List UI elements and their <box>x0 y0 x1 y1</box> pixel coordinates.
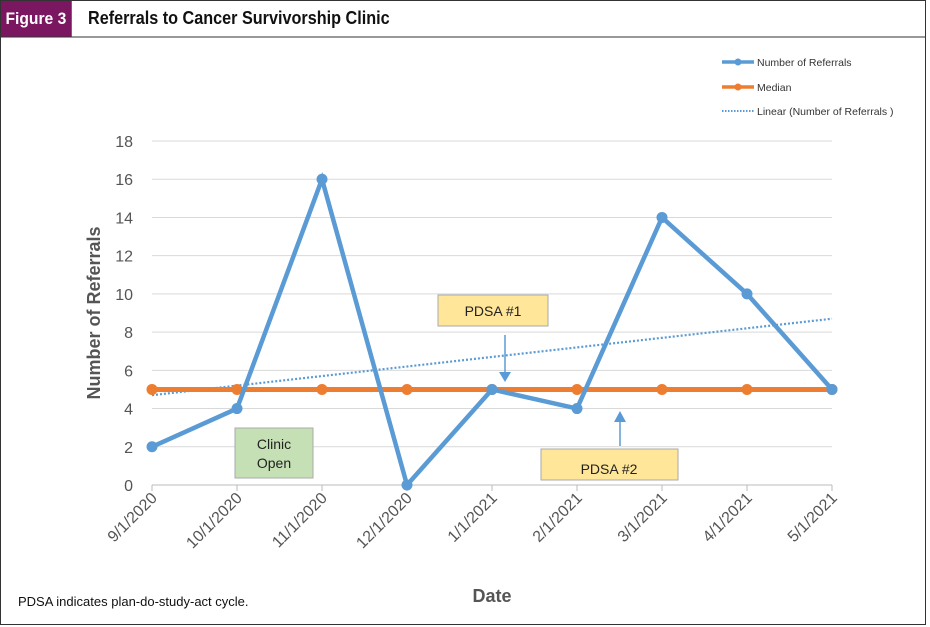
pdsa2-label: PDSA #2 <box>581 461 638 477</box>
legend-median-marker <box>734 83 742 91</box>
pdsa1-label: PDSA #1 <box>465 303 522 319</box>
median-point <box>316 383 328 395</box>
figure-label: Figure 3 <box>0 0 72 37</box>
referrals-point <box>486 383 498 395</box>
legend-referrals-marker <box>734 58 742 66</box>
median-point <box>571 383 583 395</box>
y-tick-label: 16 <box>115 172 133 189</box>
median-point <box>146 383 158 395</box>
x-tick-label: 12/1/2020 <box>353 490 415 552</box>
footnote: PDSA indicates plan-do-study-act cycle. <box>18 594 249 609</box>
x-axis-label: Date <box>472 586 511 606</box>
clinic-open-box <box>234 427 314 479</box>
x-tick-label: 9/1/2020 <box>105 490 161 546</box>
y-tick-label: 18 <box>115 134 133 151</box>
median-point <box>401 383 413 395</box>
y-tick-label: 8 <box>124 325 133 342</box>
referrals-point <box>401 479 413 491</box>
x-tick-label: 1/1/2021 <box>445 490 501 546</box>
median-point <box>656 383 668 395</box>
legend-label: Median <box>757 82 792 94</box>
referrals-point <box>316 173 328 185</box>
x-tick-label: 11/1/2020 <box>269 490 331 552</box>
y-tick-label: 4 <box>124 402 133 419</box>
x-tick-label: 2/1/2021 <box>530 490 586 546</box>
figure-title: Referrals to Cancer Survivorship Clinic <box>88 8 390 28</box>
y-tick-label: 14 <box>115 210 133 227</box>
referrals-point <box>231 403 243 415</box>
pdsa1-arrowhead <box>499 372 511 382</box>
referrals-point <box>571 403 583 415</box>
y-tick-label: 0 <box>124 478 133 495</box>
x-tick-label: 10/1/2020 <box>183 490 245 552</box>
median-point <box>741 383 753 395</box>
pdsa2-arrowhead <box>614 411 626 422</box>
y-tick-label: 2 <box>124 440 133 457</box>
clinic-open-label: Open <box>257 455 291 471</box>
y-tick-label: 10 <box>115 287 133 304</box>
pdsa1-box <box>437 294 549 327</box>
legend-label: Number of Referrals <box>757 57 852 69</box>
referrals-point <box>146 441 158 453</box>
x-tick-label: 5/1/2021 <box>785 490 841 546</box>
y-axis-label: Number of Referrals <box>84 226 104 399</box>
x-tick-label: 4/1/2021 <box>700 490 756 546</box>
y-tick-label: 12 <box>115 249 133 266</box>
referrals-point <box>826 383 838 395</box>
x-tick-label: 3/1/2021 <box>615 490 671 546</box>
referrals-point <box>741 288 753 300</box>
referrals-point <box>656 211 668 223</box>
clinic-open-label: Clinic <box>257 436 291 452</box>
pdsa2-box <box>540 448 679 481</box>
y-tick-label: 6 <box>124 363 133 380</box>
legend-label: Linear (Number of Referrals ) <box>757 106 894 118</box>
median-point <box>231 383 243 395</box>
